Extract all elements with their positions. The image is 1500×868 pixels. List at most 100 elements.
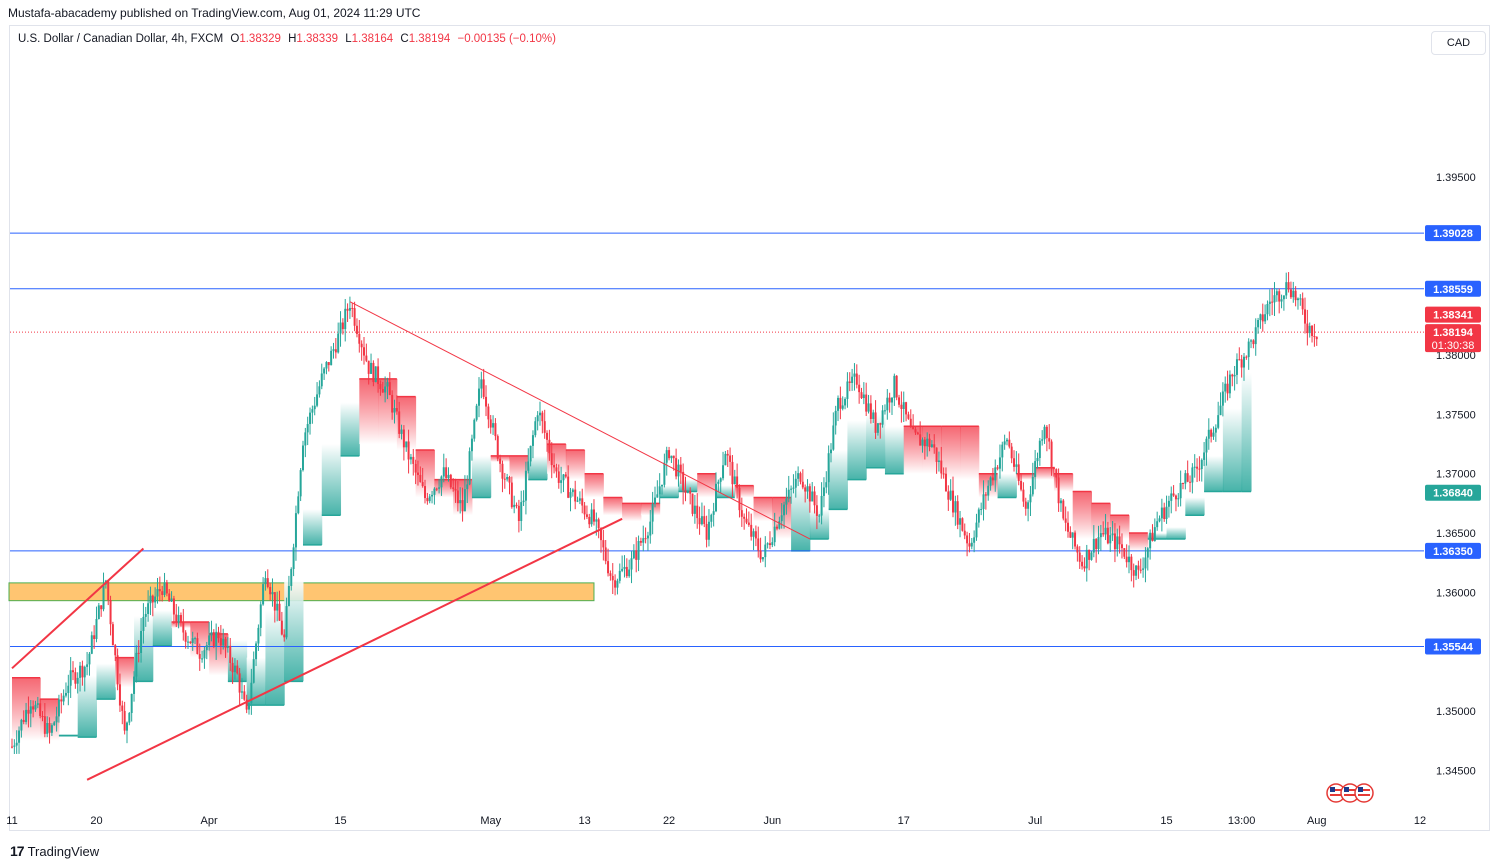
candle-body <box>916 432 919 435</box>
candle-body <box>433 488 436 495</box>
candle-body <box>1165 506 1168 520</box>
candle-body <box>1257 320 1260 328</box>
candle-body <box>1299 298 1302 300</box>
candle-body <box>529 445 532 462</box>
candle-body <box>231 662 234 673</box>
candle-body <box>492 423 495 428</box>
candle-body <box>1045 426 1048 439</box>
candle-body <box>1196 466 1199 469</box>
candle-body <box>477 388 480 406</box>
candle-body <box>968 543 971 547</box>
candle-body <box>879 423 882 425</box>
candle-body <box>1125 556 1128 563</box>
candle-body <box>848 381 851 383</box>
candle-body <box>1268 301 1271 304</box>
candle-body <box>1071 532 1074 538</box>
candle-body <box>862 394 865 399</box>
price-badge[interactable] <box>1425 306 1481 323</box>
candle-body <box>989 477 992 486</box>
candle-body <box>621 568 624 571</box>
candle-body <box>215 631 218 647</box>
candle-body <box>1271 301 1274 303</box>
candle-body <box>1210 429 1213 437</box>
candle-body <box>886 397 889 411</box>
candle-body <box>785 498 788 505</box>
candle-body <box>381 389 384 393</box>
us-flag-event-icon[interactable] <box>1354 783 1374 803</box>
candle-body <box>320 373 323 387</box>
candle-body <box>679 464 682 472</box>
candle-body <box>787 489 790 499</box>
level-price-badge[interactable] <box>1425 280 1481 297</box>
candle-body <box>773 526 776 543</box>
candle-body <box>801 481 804 488</box>
candle-body <box>883 410 886 412</box>
candle-body <box>1120 544 1123 549</box>
candle-body <box>191 638 194 644</box>
candle-body <box>1311 325 1314 337</box>
cloud-segment <box>565 450 586 480</box>
candle-body <box>431 494 434 497</box>
footer-brand[interactable]: 17 TradingView <box>10 843 99 859</box>
change-value: −0.00135 (−0.10%) <box>457 33 556 45</box>
candle-body <box>745 518 748 523</box>
candle-body <box>41 716 44 718</box>
candle-body <box>29 706 32 714</box>
tradingview-logo-icon: 17 <box>10 843 25 859</box>
cloud-segment <box>528 455 548 480</box>
trendline[interactable] <box>86 517 623 781</box>
candle-body <box>623 566 626 569</box>
cloud-segment <box>58 733 79 736</box>
candle-body <box>618 570 621 581</box>
candle-body <box>414 463 417 473</box>
candle-body <box>344 308 347 330</box>
level-price-badge[interactable] <box>1425 225 1481 242</box>
candle-body <box>189 641 192 644</box>
candle-body <box>891 397 893 403</box>
level-price-badge-text: 1.35544 <box>1433 641 1474 653</box>
candle-body <box>583 505 586 515</box>
candle-body <box>128 713 131 723</box>
cloud-segment <box>734 485 755 498</box>
low-value: 1.38164 <box>351 33 394 45</box>
cloud-segment <box>340 402 360 456</box>
candle-body <box>374 366 377 383</box>
candle-body <box>1205 438 1208 453</box>
candle-body <box>581 498 584 506</box>
us-flag-event-icon[interactable] <box>1340 783 1360 803</box>
candle-body <box>1226 383 1229 394</box>
candle-body <box>1250 340 1253 342</box>
cloud-segment <box>903 426 924 474</box>
candle-body <box>740 510 743 517</box>
candle-body <box>388 382 391 395</box>
price-badge-text: 1.38341 <box>1433 310 1473 322</box>
cloud-segment <box>716 485 736 498</box>
candle-body <box>32 706 35 710</box>
candle-body <box>43 716 46 734</box>
open-value: 1.38329 <box>239 33 281 45</box>
candle-body <box>67 685 70 694</box>
trendline[interactable] <box>11 547 145 670</box>
candle-body <box>156 589 159 597</box>
candle-body <box>276 603 279 611</box>
level-price-badge[interactable] <box>1425 638 1481 655</box>
price-badge[interactable] <box>1425 484 1481 501</box>
candle-body <box>1174 495 1177 500</box>
symbol-name[interactable]: U.S. Dollar / Canadian Dollar, 4h, FXCM <box>18 33 224 45</box>
candle-body <box>844 398 847 406</box>
candle-body <box>304 432 307 446</box>
candle-body <box>55 716 58 723</box>
candle-body <box>851 376 854 383</box>
level-price-badge[interactable] <box>1425 542 1481 559</box>
candle-body <box>1111 533 1114 536</box>
candle-body <box>1067 522 1069 532</box>
candle-body <box>585 514 588 517</box>
price-badge[interactable] <box>1425 324 1481 353</box>
us-flag-event-icon[interactable] <box>1326 783 1346 803</box>
trendline[interactable] <box>349 301 811 540</box>
candle-body <box>935 447 938 462</box>
candle-body <box>1106 527 1109 544</box>
candle-body <box>663 462 666 485</box>
currency-button[interactable]: CAD <box>1431 31 1486 55</box>
